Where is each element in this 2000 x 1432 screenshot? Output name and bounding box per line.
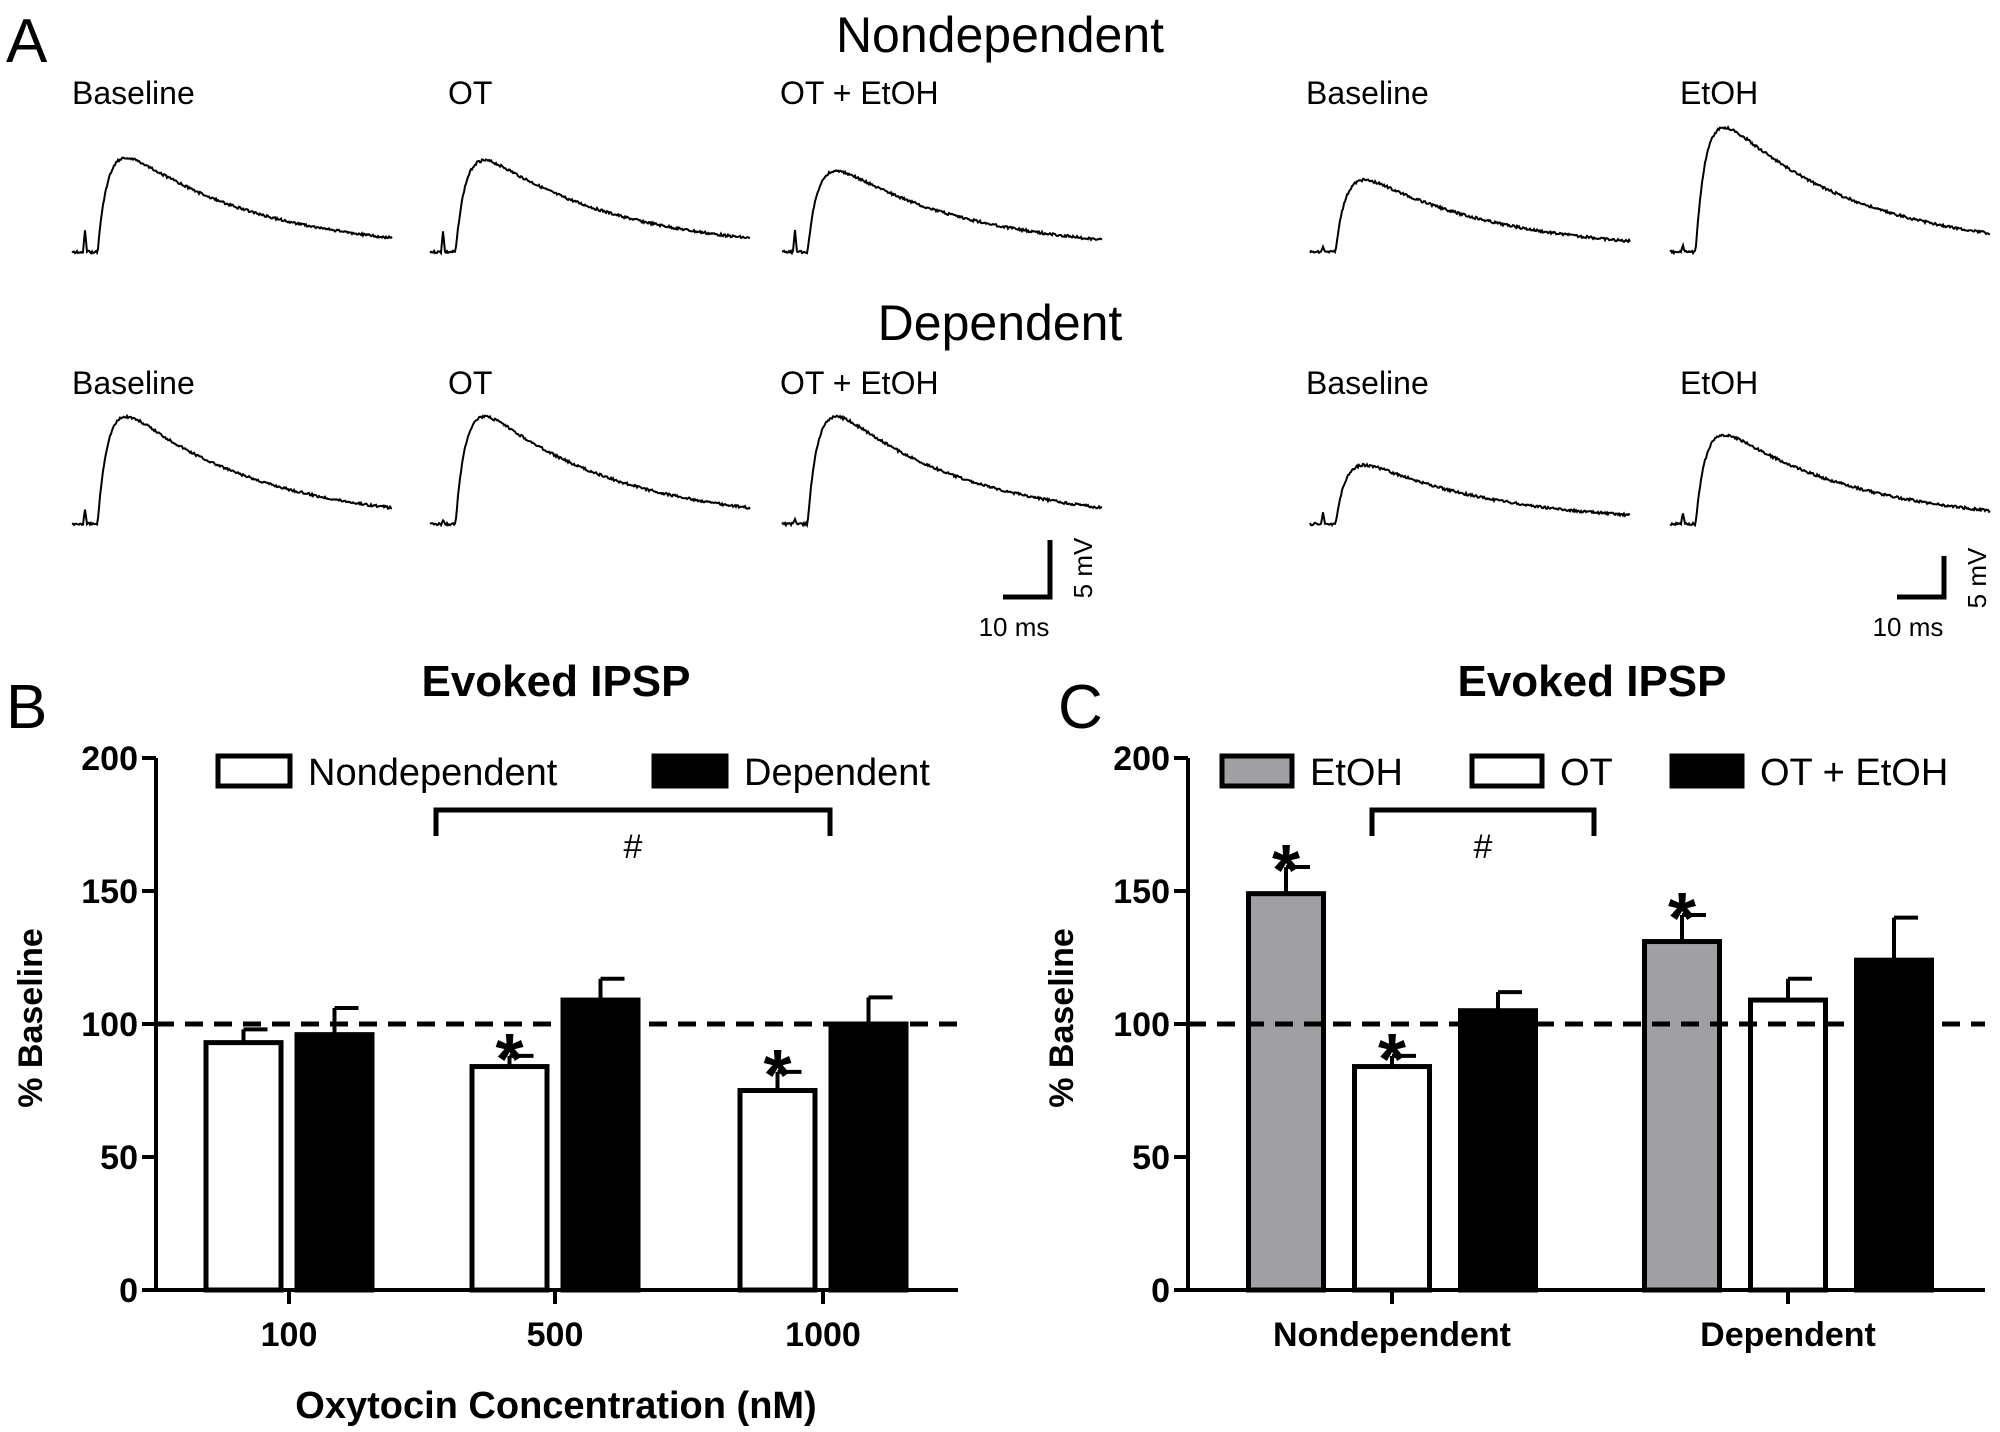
scale-bar-right-time: 10 ms xyxy=(1873,612,1944,642)
bar xyxy=(560,997,641,1293)
bar xyxy=(1854,957,1934,1293)
panel-c-plot: 050100150200Nondependent**Dependent*EtOH… xyxy=(1113,740,1985,1354)
ipsp-trace xyxy=(781,169,1103,256)
y-tick-label: 200 xyxy=(1113,740,1170,778)
y-tick-label: 100 xyxy=(1113,1006,1170,1044)
legend-swatch xyxy=(215,753,293,789)
ipsp-trace xyxy=(1669,433,1991,528)
scale-bar-right-lines xyxy=(1897,556,1947,600)
bar xyxy=(469,1064,550,1293)
ipsp-traces xyxy=(71,125,1991,529)
trace-label-dep-ot: OT xyxy=(448,365,492,401)
bracket-label: # xyxy=(624,828,643,866)
x-tick-label: Dependent xyxy=(1700,1316,1876,1354)
scale-bar-left-lines xyxy=(1003,540,1053,600)
ipsp-trace xyxy=(71,156,393,256)
trace-label-dep-baseline-2: Baseline xyxy=(1306,365,1429,401)
bar xyxy=(1458,1008,1538,1293)
panel-a: A Nondependent Dependent Baseline OT OT … xyxy=(6,7,1992,642)
panel-c: C Evoked IPSP % Baseline 0 50 100 150 200 Non… xyxy=(1043,657,1985,1354)
bracket-label: # xyxy=(1474,828,1493,866)
panel-b-letter: B xyxy=(6,673,47,742)
y-tick-label: 200 xyxy=(81,740,138,778)
ipsp-trace xyxy=(781,414,1103,529)
panel-a-letter: A xyxy=(6,7,48,76)
y-tick-label: 0 xyxy=(119,1272,138,1310)
y-tick-label: 100 xyxy=(81,1006,138,1044)
y-tick-label: 50 xyxy=(100,1139,138,1177)
ipsp-trace xyxy=(71,413,393,527)
x-tick-label: 100 xyxy=(261,1316,318,1354)
legend-swatch xyxy=(1219,753,1295,789)
legend-label: Nondependent xyxy=(308,752,558,794)
bar xyxy=(203,1040,284,1293)
legend-label: EtOH xyxy=(1310,752,1403,794)
legend-label: Dependent xyxy=(744,752,930,794)
y-tick-label: 150 xyxy=(81,873,138,911)
ipsp-trace xyxy=(429,414,751,528)
x-tick-label: 500 xyxy=(527,1316,584,1354)
bar xyxy=(1246,891,1326,1293)
bar xyxy=(1642,939,1722,1293)
scale-bar-right: 10 ms 5 mV xyxy=(1873,547,1992,642)
panel-c-ylabel: % Baseline xyxy=(1043,928,1081,1108)
panel-c-title: Evoked IPSP xyxy=(1457,657,1726,706)
panel-b: B Evoked IPSP % Baseline Oxytocin Concen… xyxy=(6,657,958,1427)
ipsp-trace xyxy=(1309,177,1631,255)
bar xyxy=(294,1032,375,1293)
trace-label-nondep-baseline: Baseline xyxy=(72,75,195,111)
trace-label-nondep-ot-etoh: OT + EtOH xyxy=(780,75,939,111)
panel-c-letter: C xyxy=(1058,673,1103,742)
trace-label-nondep-ot: OT xyxy=(448,75,492,111)
scale-bar-right-volt: 5 mV xyxy=(1962,547,1992,608)
y-tick-label: 0 xyxy=(1151,1272,1170,1310)
x-tick-label: 1000 xyxy=(785,1316,861,1354)
trace-label-nondep-baseline-2: Baseline xyxy=(1306,75,1429,111)
legend-label: OT + EtOH xyxy=(1760,752,1948,794)
scale-bar-left: 10 ms 5 mV xyxy=(979,537,1098,642)
legend-label: OT xyxy=(1560,752,1613,794)
panel-b-ylabel: % Baseline xyxy=(12,928,50,1108)
ipsp-trace xyxy=(1309,462,1631,527)
scale-bar-left-volt: 5 mV xyxy=(1068,537,1098,598)
y-tick-label: 150 xyxy=(1113,873,1170,911)
significance-bracket xyxy=(1369,807,1597,836)
legend-swatch xyxy=(1669,753,1745,789)
bar xyxy=(828,1021,909,1293)
significance-star: * xyxy=(1272,831,1300,911)
y-tick-label: 50 xyxy=(1132,1139,1170,1177)
ipsp-trace xyxy=(429,158,751,256)
legend-swatch xyxy=(651,753,729,789)
scale-bar-left-time: 10 ms xyxy=(979,612,1050,642)
bar xyxy=(1352,1064,1432,1293)
bar xyxy=(1748,997,1828,1293)
panel-b-plot: 0 50 100 150 200 100 500 * 1000 * Nondependent Depe… xyxy=(81,740,958,1354)
significance-star: * xyxy=(763,1036,791,1116)
significance-star: * xyxy=(495,1020,523,1100)
significance-star: * xyxy=(1668,879,1696,959)
ipsp-trace xyxy=(1669,125,1991,256)
bar xyxy=(737,1088,818,1293)
trace-label-dep-etoh: EtOH xyxy=(1680,365,1758,401)
trace-label-dep-baseline: Baseline xyxy=(72,365,195,401)
trace-label-nondep-etoh: EtOH xyxy=(1680,75,1758,111)
nondependent-group-title: Nondependent xyxy=(836,7,1164,63)
panel-b-xlabel: Oxytocin Concentration (nM) xyxy=(295,1385,816,1427)
significance-bracket xyxy=(433,807,833,836)
significance-star: * xyxy=(1378,1020,1406,1100)
x-tick-label: Nondependent xyxy=(1273,1316,1511,1354)
legend-swatch xyxy=(1469,753,1545,789)
trace-label-dep-ot-etoh: OT + EtOH xyxy=(780,365,939,401)
panel-b-title: Evoked IPSP xyxy=(421,657,690,706)
dependent-group-title: Dependent xyxy=(878,295,1123,351)
